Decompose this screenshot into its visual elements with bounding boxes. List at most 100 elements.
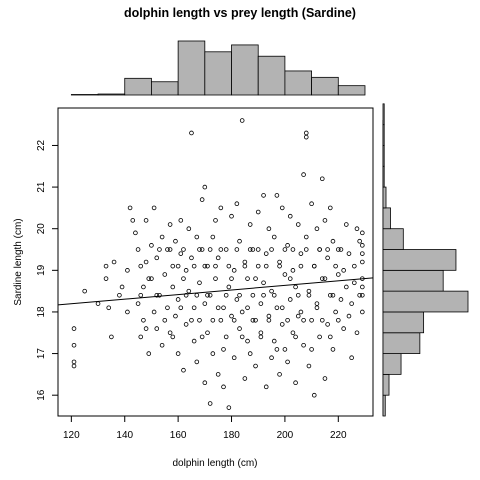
data-point-50 xyxy=(183,268,189,273)
data-point-86 xyxy=(229,313,234,319)
data-point-155 xyxy=(319,276,325,281)
data-point-40 xyxy=(170,263,176,269)
data-point-204 xyxy=(191,263,197,269)
data-point-105 xyxy=(255,209,261,215)
data-point-55 xyxy=(189,255,194,261)
data-point-248 xyxy=(309,347,314,352)
data-point-245 xyxy=(301,317,306,323)
data-point-123 xyxy=(279,322,285,327)
data-point-92 xyxy=(237,238,242,244)
data-point-93 xyxy=(239,118,245,123)
data-point-149 xyxy=(311,392,317,398)
data-point-253 xyxy=(322,276,328,281)
data-point-124 xyxy=(279,205,285,211)
data-point-28 xyxy=(151,309,157,315)
data-point-197 xyxy=(167,247,173,252)
data-point-58 xyxy=(194,359,200,365)
data-point-246 xyxy=(303,247,309,252)
data-point-11 xyxy=(117,292,122,298)
data-point-64 xyxy=(202,184,208,190)
x-hist-bar-10 xyxy=(337,85,366,96)
data-point-88 xyxy=(231,355,237,361)
data-point-178 xyxy=(354,330,360,336)
data-point-53 xyxy=(186,226,192,232)
data-point-200 xyxy=(178,305,184,311)
data-point-203 xyxy=(189,317,194,323)
data-point-156 xyxy=(322,376,328,381)
data-point-129 xyxy=(287,297,293,302)
data-point-192 xyxy=(143,326,149,331)
data-point-147 xyxy=(309,317,314,323)
data-point-214 xyxy=(218,247,224,252)
data-point-41 xyxy=(170,284,176,290)
y-tick-label-0: 16 xyxy=(36,389,47,401)
x-hist-bar-2 xyxy=(124,77,152,96)
data-point-69 xyxy=(207,401,213,406)
data-point-31 xyxy=(154,326,160,331)
data-point-46 xyxy=(178,218,184,223)
data-point-44 xyxy=(175,297,181,302)
data-point-17 xyxy=(133,230,138,236)
y-hist-bar-4 xyxy=(382,311,425,334)
x-hist-bar-9 xyxy=(311,76,339,96)
data-point-45 xyxy=(175,351,181,356)
data-point-228 xyxy=(255,247,261,252)
data-point-37 xyxy=(165,305,170,311)
data-point-81 xyxy=(223,247,229,252)
data-point-152 xyxy=(317,334,322,340)
data-point-68 xyxy=(205,263,210,269)
data-point-184 xyxy=(360,230,365,236)
data-point-142 xyxy=(303,134,309,140)
y-tick-label-4: 20 xyxy=(36,223,47,235)
data-point-72 xyxy=(210,351,216,356)
chart-title: dolphin length vs prey length (Sardine) xyxy=(124,6,356,20)
data-point-96 xyxy=(242,259,248,265)
y-hist-bar-13 xyxy=(382,124,385,146)
data-point-173 xyxy=(346,251,352,256)
data-point-9 xyxy=(109,334,114,340)
data-point-85 xyxy=(229,213,234,219)
data-point-121 xyxy=(277,259,282,265)
data-point-247 xyxy=(306,292,312,298)
data-point-185 xyxy=(360,309,365,315)
data-point-51 xyxy=(183,322,189,327)
data-point-80 xyxy=(221,384,226,390)
data-point-230 xyxy=(261,292,266,298)
data-point-97 xyxy=(245,338,250,344)
y-tick-label-1: 17 xyxy=(36,348,47,360)
data-point-236 xyxy=(277,263,282,269)
y-histogram xyxy=(382,103,469,417)
x-tick-label-5: 220 xyxy=(330,430,347,441)
data-point-257 xyxy=(333,263,338,269)
data-point-231 xyxy=(263,263,269,269)
data-point-27 xyxy=(149,243,154,248)
data-point-134 xyxy=(293,284,298,290)
data-point-59 xyxy=(194,234,200,240)
data-point-209 xyxy=(205,292,210,298)
data-point-161 xyxy=(327,205,333,211)
data-point-36 xyxy=(165,247,170,252)
x-axis-label: dolphin length (cm) xyxy=(172,458,257,469)
x-hist-bar-6 xyxy=(231,44,259,96)
data-point-225 xyxy=(247,247,253,252)
y-tick-label-6: 22 xyxy=(36,139,47,151)
data-point-1 xyxy=(71,342,77,348)
data-point-107 xyxy=(258,301,264,306)
data-point-22 xyxy=(141,317,146,323)
data-point-234 xyxy=(271,292,277,298)
data-point-29 xyxy=(151,205,157,211)
data-point-193 xyxy=(149,276,154,281)
x-hist-bar-1 xyxy=(97,93,126,96)
data-point-117 xyxy=(271,234,277,240)
data-point-139 xyxy=(301,172,306,177)
y-hist-bar-7 xyxy=(382,249,457,271)
data-point-258 xyxy=(335,317,341,323)
data-point-138 xyxy=(298,309,304,315)
data-point-24 xyxy=(143,259,149,265)
y-hist-bar-6 xyxy=(382,269,444,292)
data-point-224 xyxy=(245,305,250,311)
data-point-26 xyxy=(146,351,152,356)
y-hist-bar-12 xyxy=(382,145,385,167)
data-point-83 xyxy=(226,405,232,410)
